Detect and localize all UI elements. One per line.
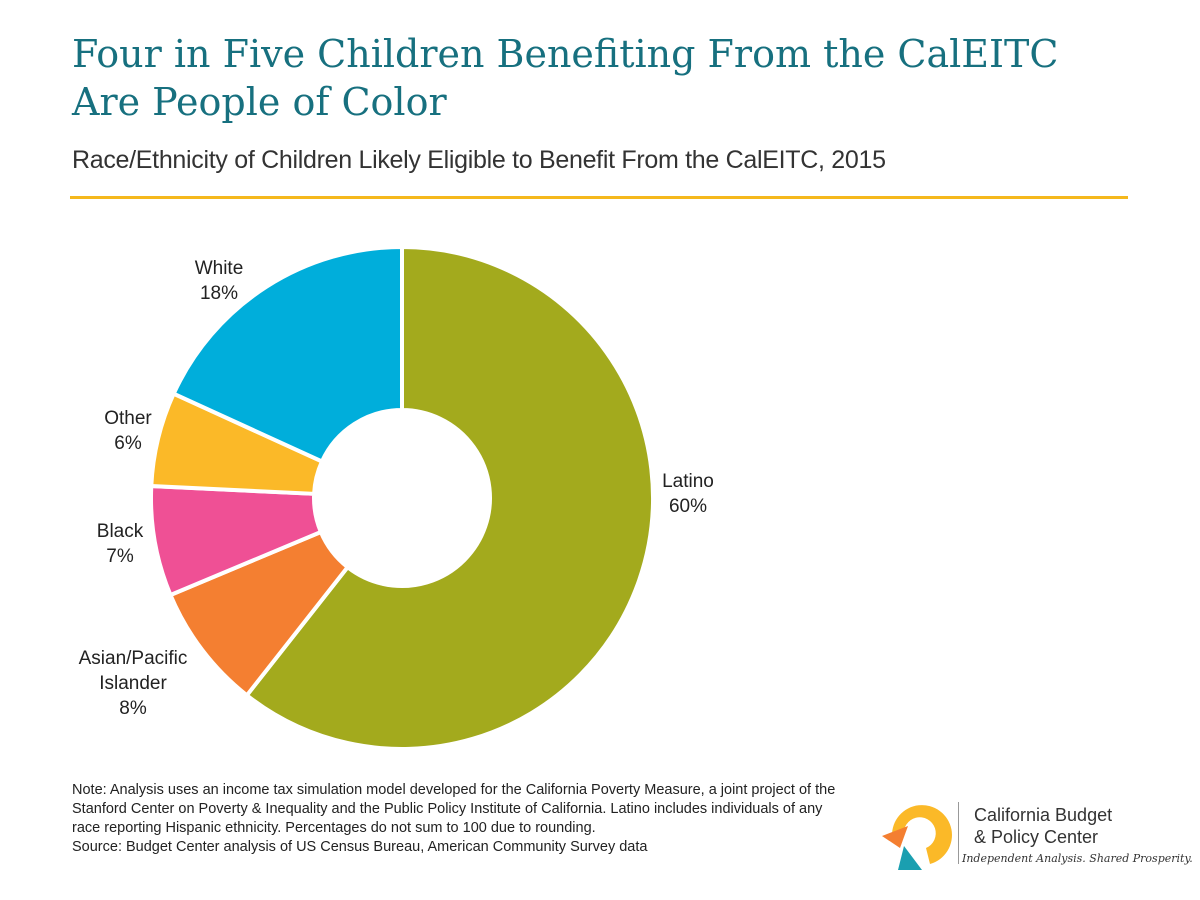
cbpc-logo-mark — [882, 805, 952, 870]
logo-name-line2: & Policy Center — [974, 827, 1099, 847]
logo-yellow-arc — [891, 805, 952, 864]
slice-latino — [244, 244, 655, 751]
label-value-white: 18% — [200, 283, 238, 304]
label-name-latino: Latino — [662, 471, 714, 492]
label-other: Other 6% — [104, 408, 152, 454]
label-name-black: Black — [97, 521, 144, 542]
logo-tagline: Independent Analysis. Shared Prosperity. — [962, 852, 1193, 865]
label-asian-pacific-islander: Asian/Pacific Islander 8% — [79, 648, 188, 719]
label-name-other: Other — [104, 408, 152, 429]
note-text: Note: Analysis uses an income tax simula… — [72, 782, 836, 836]
label-name-asian-pacific-islander: Islander — [99, 673, 167, 694]
label-name-white: White — [195, 258, 244, 279]
logo-name-line1: California Budget — [974, 805, 1113, 825]
chart-title: Four in Five Children Benefiting From th… — [72, 32, 1059, 124]
label-value-black: 7% — [106, 546, 134, 567]
logo-orange-shape — [882, 826, 908, 848]
label-white: White 18% — [195, 258, 244, 304]
notes-block: Note: Analysis uses an income tax simula… — [72, 781, 842, 857]
logo-divider — [958, 802, 959, 864]
chart-subtitle: Race/Ethnicity of Children Likely Eligib… — [72, 146, 886, 174]
label-black: Black 7% — [97, 521, 144, 567]
label-value-latino: 60% — [669, 496, 707, 517]
source-text: Source: Budget Center analysis of US Cen… — [72, 839, 648, 855]
label-value-asian-pacific-islander: 8% — [119, 698, 147, 719]
logo-teal-shape — [898, 846, 922, 870]
label-name-asian-pacific-islander: Asian/Pacific — [79, 648, 188, 669]
slice-white — [171, 244, 404, 465]
cbpc-logo: California Budget & Policy Center Indepe… — [878, 796, 1193, 876]
divider-rule — [70, 196, 1128, 199]
label-latino: Latino 60% — [662, 471, 714, 517]
logo-name: California Budget & Policy Center — [974, 804, 1112, 848]
label-value-other: 6% — [114, 433, 142, 454]
